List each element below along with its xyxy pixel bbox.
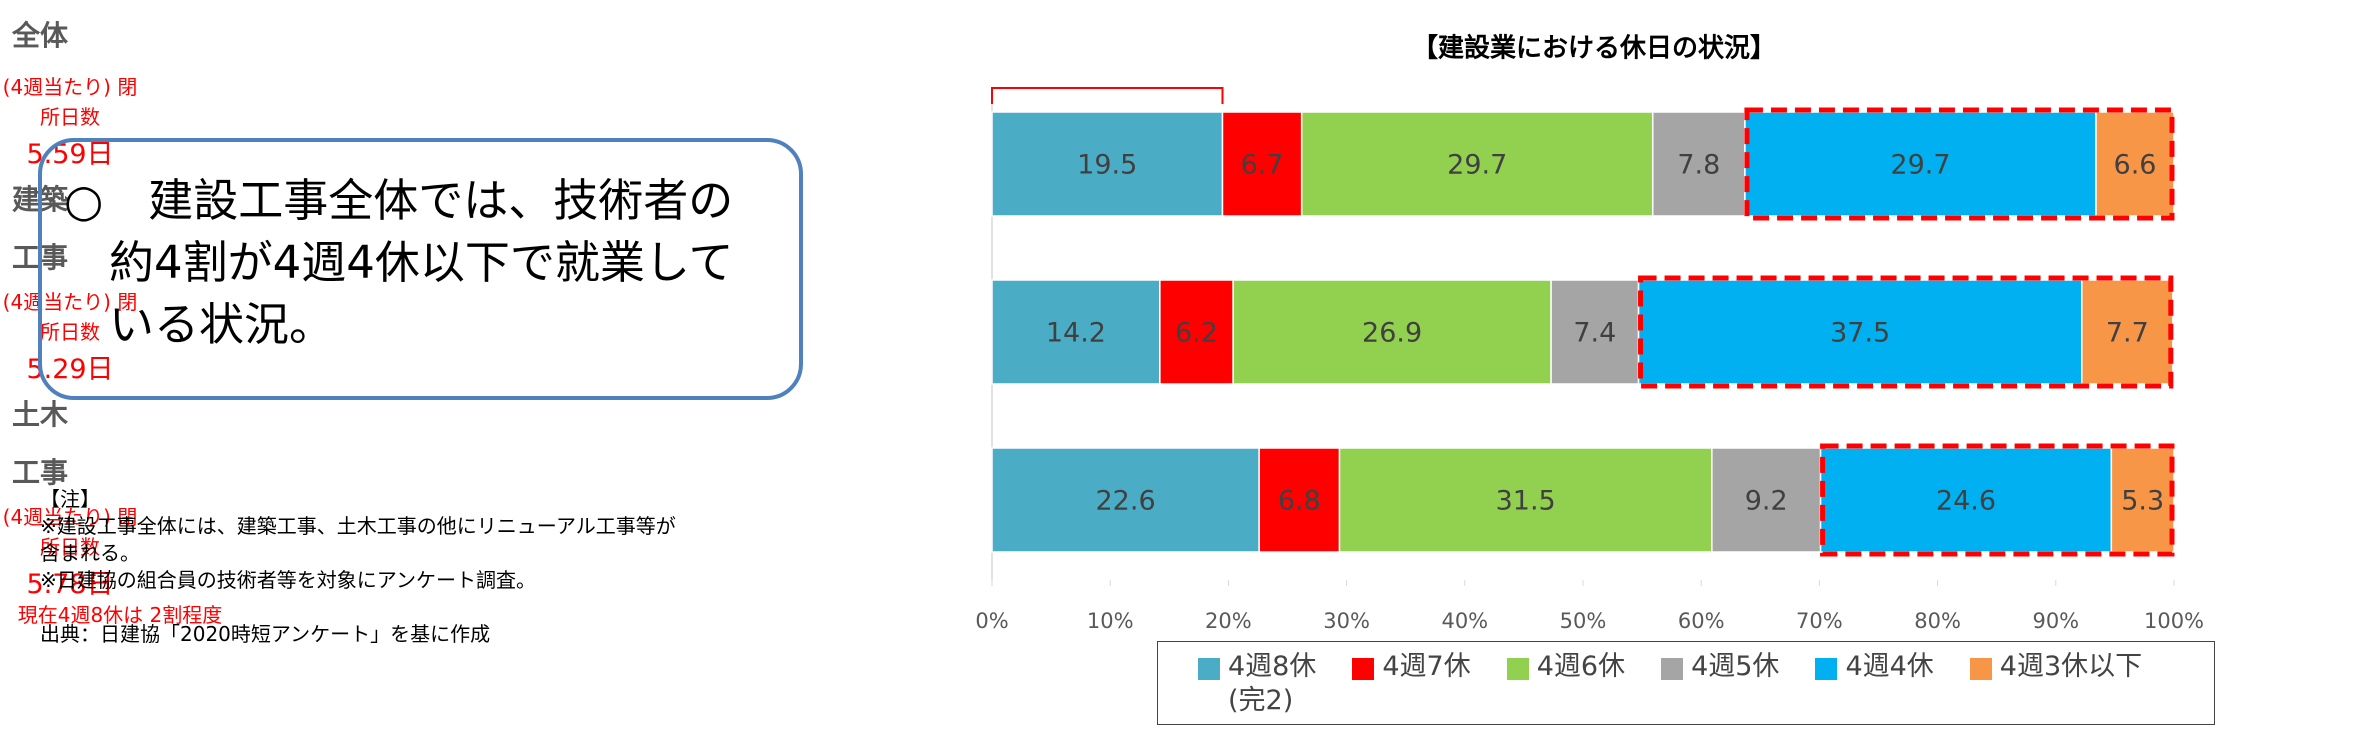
legend-item: 4週6休 xyxy=(1506,650,1626,724)
bar-segment xyxy=(1651,111,1746,217)
bar-segment xyxy=(1232,279,1552,385)
bar-segment xyxy=(1159,279,1234,385)
legend-swatch xyxy=(1352,658,1375,680)
data-label: 14.2 xyxy=(1046,318,1106,349)
highlight-box xyxy=(1820,443,2175,557)
bar-segment xyxy=(2081,279,2174,385)
annotation: 現在4週8休は 2割程度 xyxy=(17,603,223,627)
data-label: 7.8 xyxy=(1677,150,1720,181)
closure-days: 5.78日 xyxy=(26,569,114,600)
bar-segment xyxy=(991,447,1260,553)
note-line: ※建設工事全体には、建築工事、土木工事の他にリニューアル工事等が xyxy=(40,514,676,538)
x-tick-label: 50% xyxy=(1560,609,1607,633)
bar-segment xyxy=(1637,279,2083,385)
closure-note: (4週当たり) 閉所日数 xyxy=(2,505,138,559)
note-line: 出典：日建協「2020時短アンケート」を基に作成 xyxy=(40,622,491,646)
x-tick-label: 60% xyxy=(1678,609,1725,633)
x-tick-label: 30% xyxy=(1323,609,1370,633)
data-label: 29.7 xyxy=(1447,150,1507,181)
data-label: 7.4 xyxy=(1573,318,1616,349)
data-label: 5.3 xyxy=(2121,486,2164,517)
legend-label: 4週5休 xyxy=(1691,651,1780,682)
legend-label: 4週6休 xyxy=(1536,651,1626,682)
legend: 4週8休 (完2) 4週7休 4週6休 4週5休 4週4休 4週3休以下 xyxy=(1157,641,2215,725)
data-label: 29.7 xyxy=(1890,150,1950,181)
callout-text: ○ 建設工事全体では、技術者の 約4割が4週4休以下で就業して いる状況。 xyxy=(64,174,734,351)
x-tick-label: 10% xyxy=(1087,609,1134,633)
x-tick-label: 40% xyxy=(1441,609,1488,633)
legend-swatch xyxy=(1506,658,1529,680)
data-label: 37.5 xyxy=(1830,318,1890,349)
data-label: 26.9 xyxy=(1362,318,1422,349)
closure-note: (4週当たり) 閉所日数 xyxy=(2,290,138,344)
category-label: 土木 工事 xyxy=(11,398,68,489)
highlight-box xyxy=(1638,275,2174,389)
note-line: 【注】 xyxy=(40,487,100,511)
highlight-box xyxy=(1744,107,2175,221)
bar-segment xyxy=(991,111,1224,217)
legend-label: 4週3休以下 xyxy=(1999,651,2143,682)
bar-segment xyxy=(1711,447,1822,553)
legend-swatch xyxy=(1661,658,1684,680)
bar-segment xyxy=(991,279,1161,385)
legend-item: 4週7休 xyxy=(1352,650,1471,724)
x-tick-label: 20% xyxy=(1205,609,1252,633)
notes: 【注】 ※建設工事全体には、建築工事、土木工事の他にリニューアル工事等が 含まれ… xyxy=(40,486,676,648)
legend-item: 4週8休 (完2) xyxy=(1198,650,1316,724)
legend-swatch xyxy=(1815,658,1838,680)
x-tick-label: 100% xyxy=(2144,609,2204,633)
data-label: 9.2 xyxy=(1745,486,1788,517)
bar-segment xyxy=(1221,111,1303,217)
x-tick-label: 70% xyxy=(1796,609,1843,633)
data-label: 19.5 xyxy=(1077,150,1137,181)
bar-segment xyxy=(1338,447,1713,553)
legend-label: 4週7休 xyxy=(1382,651,1471,682)
legend-swatch xyxy=(1969,658,1992,680)
data-label: 6.7 xyxy=(1241,150,1284,181)
bar-segment xyxy=(1300,111,1654,217)
legend-item: 4週3休以下 xyxy=(1969,650,2143,724)
data-label: 7.7 xyxy=(2106,318,2149,349)
legend-item: 4週4休 xyxy=(1815,650,1934,724)
legend-item: 4週5休 xyxy=(1661,650,1779,724)
closure-note: (4週当たり) 閉所日数 xyxy=(2,75,138,129)
legend-swatch xyxy=(1198,658,1220,680)
data-label: 6.6 xyxy=(2114,150,2157,181)
bar-segment xyxy=(1744,111,2097,217)
legend-label: 4週4休 xyxy=(1845,651,1934,682)
annotation-bracket xyxy=(991,87,1224,104)
data-label: 31.5 xyxy=(1496,486,1556,517)
data-label: 6.2 xyxy=(1175,318,1218,349)
data-label: 22.6 xyxy=(1096,486,1156,517)
bar-segment xyxy=(1258,447,1341,553)
x-tick-label: 90% xyxy=(2032,609,2079,633)
chart-title: 【建設業における休日の状況】 xyxy=(1412,33,1776,64)
x-tick-label: 80% xyxy=(1914,609,1961,633)
data-label: 24.6 xyxy=(1936,486,1996,517)
x-tick-label: 0% xyxy=(975,609,1008,633)
data-label: 6.8 xyxy=(1278,486,1321,517)
note-line: 含まれる。 xyxy=(40,541,140,565)
bar-segment xyxy=(1819,447,2113,553)
callout-box: ○ 建設工事全体では、技術者の 約4割が4週4休以下で就業して いる状況。 xyxy=(38,138,803,400)
legend-label: 4週8休 (完2) xyxy=(1228,651,1317,716)
category-label: 全体 xyxy=(11,19,68,52)
bar-segment xyxy=(2095,111,2175,217)
note-line: ※日建協の組合員の技術者等を対象にアンケート調査。 xyxy=(40,568,536,592)
